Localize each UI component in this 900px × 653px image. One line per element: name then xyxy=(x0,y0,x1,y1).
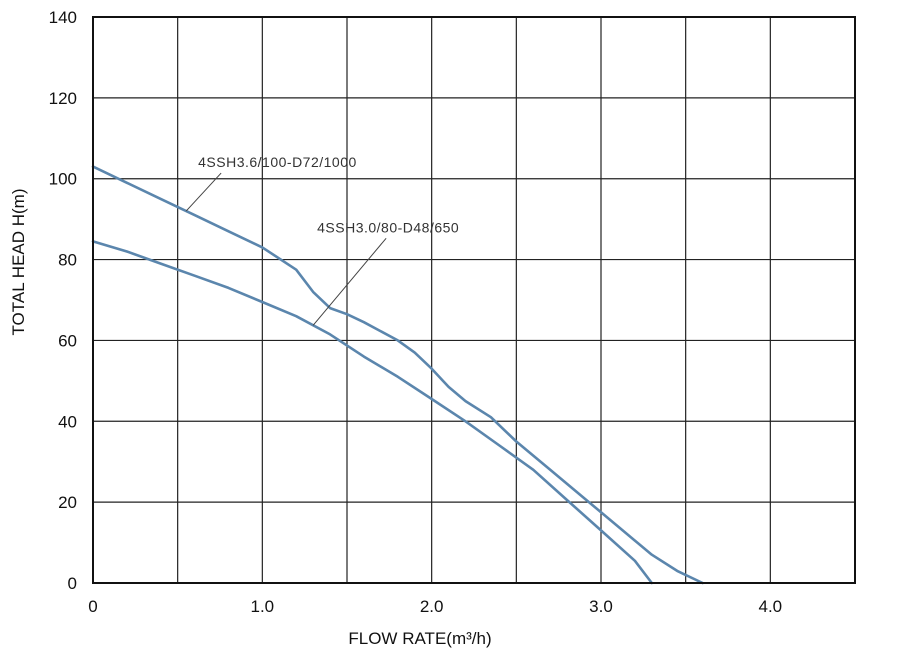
x-tick-label: 0 xyxy=(88,597,97,616)
y-tick-label: 140 xyxy=(49,8,77,27)
annotation-leader-line xyxy=(185,172,222,212)
series-label: 4SSH3.0/80-D48/650 xyxy=(317,219,459,235)
y-tick-label: 0 xyxy=(68,574,77,593)
y-tick-label: 40 xyxy=(58,412,77,431)
y-axis-ticks: 0 20 40 60 80 100 120 140 xyxy=(49,8,77,593)
series-line-0 xyxy=(91,165,704,585)
series-label: 4SSH3.6/100-D72/1000 xyxy=(198,154,357,170)
plot-frame xyxy=(92,16,856,584)
x-tick-label: 2.0 xyxy=(420,597,444,616)
annotation-leader-line xyxy=(312,237,387,326)
grid xyxy=(92,16,856,584)
series-line-1 xyxy=(91,240,654,585)
x-axis-title: FLOW RATE(m³/h) xyxy=(348,629,491,648)
y-tick-label: 60 xyxy=(58,331,77,350)
series-lines xyxy=(91,165,704,585)
y-tick-label: 80 xyxy=(58,251,77,270)
y-tick-label: 20 xyxy=(58,493,77,512)
x-axis-ticks: 0 1.0 2.0 3.0 4.0 xyxy=(88,597,782,616)
y-tick-label: 100 xyxy=(49,170,77,189)
y-tick-label: 120 xyxy=(49,89,77,108)
x-tick-label: 1.0 xyxy=(251,597,275,616)
y-axis-title: TOTAL HEAD H(m) xyxy=(9,188,28,335)
annotations: 4SSH3.6/100-D72/1000 4SSH3.0/80-D48/650 xyxy=(185,154,459,326)
x-tick-label: 3.0 xyxy=(589,597,613,616)
x-tick-label: 4.0 xyxy=(759,597,783,616)
